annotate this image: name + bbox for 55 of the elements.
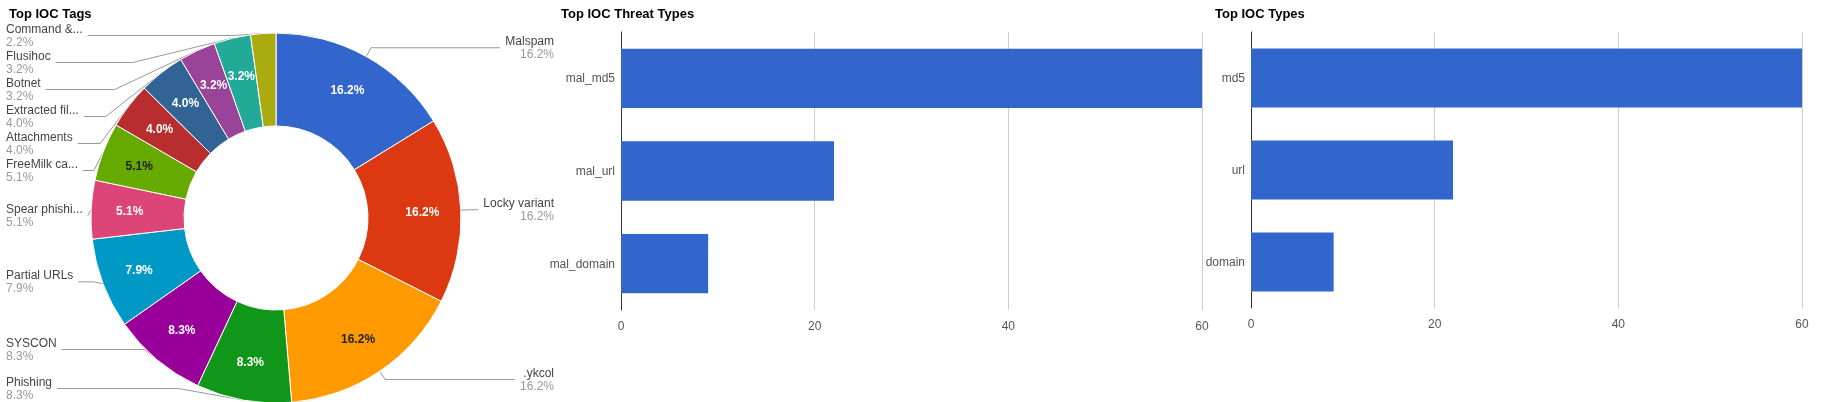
x-tick-label: 40 [1001,319,1016,333]
y-tick-label: domain [1205,255,1245,269]
text: 8.3% [6,388,34,402]
text: 16.2% [519,209,554,224]
x-tick-label: 0 [617,319,625,333]
data-label: 2.2% [6,35,34,49]
data-label: 5.1% [125,158,154,173]
data-label: 3.2% [6,89,34,103]
x-tick-label: 0 [1247,317,1255,331]
x-tick-label: 20 [807,319,822,333]
y-tick-label: mal_md5 [565,71,616,86]
slice-label: .ykcol [523,366,554,381]
y-tick-label: md5 [1221,71,1246,85]
text: 5.1% [6,170,34,184]
slice-label: Spear phishi... [6,202,83,217]
slice-label: Flusihoc [6,49,51,63]
x-tick-label: 40 [1611,317,1626,331]
text: 3.2% [6,62,34,76]
data-label: 16.2% [405,204,440,219]
slice-label: Command &... [6,22,83,36]
chart-title: Top IOC Types [1215,6,1305,21]
data-label: 8.3% [168,323,196,338]
text: 5.1% [6,215,34,230]
x-tick-label: 60 [1195,319,1209,333]
slice-label: Extracted fil... [6,103,79,117]
data-label: 5.1% [115,204,144,219]
slice-label: Malspam [505,34,554,49]
slice-label: Attachments [6,130,73,144]
data-label: 7.9% [125,263,154,278]
slice-label: SYSCON [6,336,57,351]
y-tick-label: url [1231,163,1245,177]
slice-label: FreeMilk ca... [6,157,79,171]
y-tick-label: mal_url [575,164,615,178]
data-label: 16.2% [519,379,555,394]
text: 3.2% [199,78,228,93]
data-label: 8.3% [236,355,265,370]
slice-label: Botnet [6,76,42,90]
text: 8.3% [6,349,34,364]
text: 16.2% [519,47,554,62]
x-tick-label: 60 [1795,317,1809,331]
y-tick-label: mal_domain [549,256,615,271]
slice-label: Partial URLs [6,268,74,283]
chart-title: Top IOC Threat Types [561,6,695,21]
slice-label: Phishing [6,375,53,389]
data-label: 16.2% [330,83,365,98]
text: 16.2% [341,332,376,347]
text: 4.0% [6,143,34,157]
x-tick-label: 20 [1427,317,1442,331]
text: 7.9% [6,281,34,296]
slice-label: Locky variant [483,196,555,211]
chart-title: Top IOC Tags [9,6,92,21]
text: 4.0% [6,116,34,130]
data-label: 3.2% [227,68,256,83]
data-label: 4.0% [171,95,200,110]
data-label: 4.0% [145,122,174,137]
